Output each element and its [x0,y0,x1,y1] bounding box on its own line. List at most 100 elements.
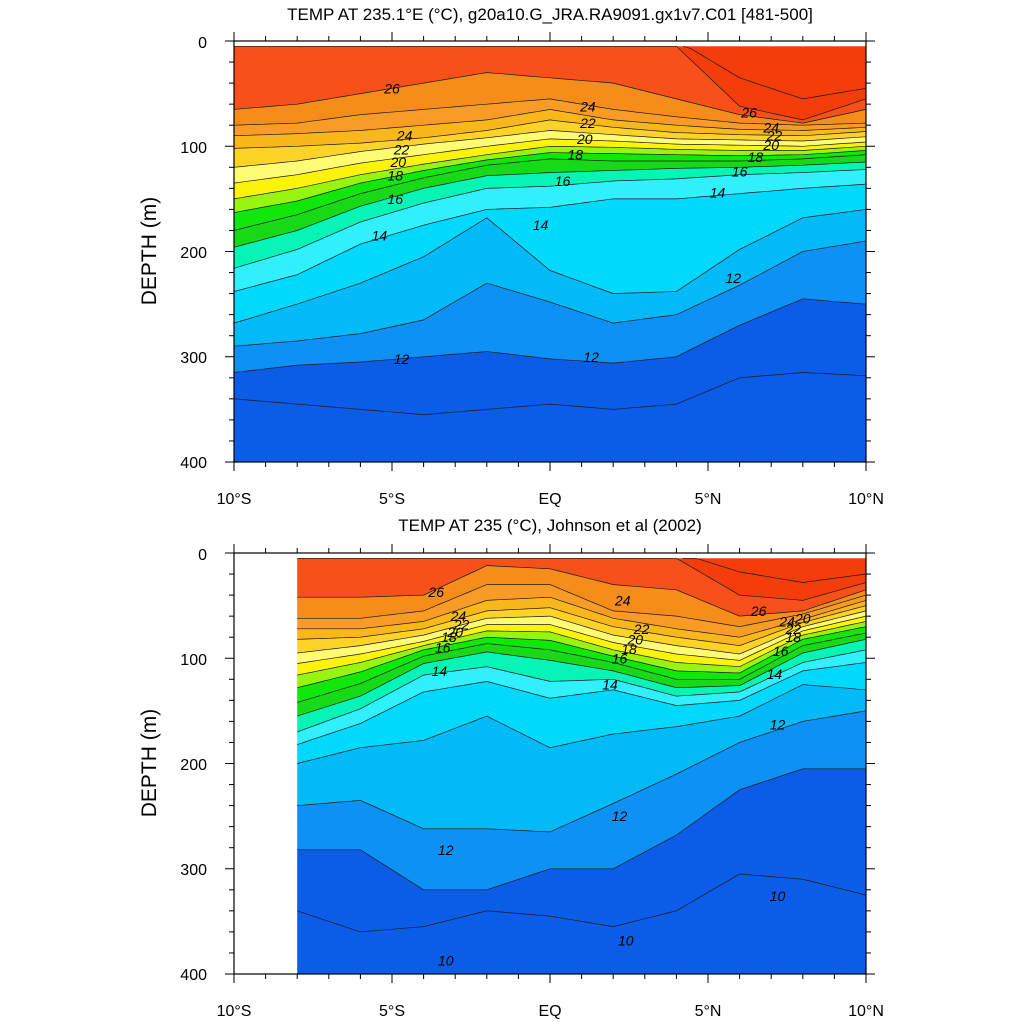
contour-label: 24 [762,119,779,135]
contour-label: 12 [770,717,786,733]
contour-label: 22 [579,115,596,131]
isotherm-line [233,240,867,347]
temperature-band [297,710,866,890]
isotherm-line [297,649,867,733]
isotherm-line [297,557,867,601]
isotherm-line [297,710,867,833]
x-tick-label: 5°N [695,491,722,508]
contour-labels: 2624222018161412102422201816141210262422… [427,584,810,968]
temperature-band [234,372,866,462]
isotherm-line [297,565,867,617]
isotherm-line [233,372,867,415]
x-tick-label: EQ [538,491,561,508]
y-tick-label: 100 [180,652,207,669]
contour-label: 14 [767,666,783,682]
contour-label: 14 [372,228,388,244]
contour-label: 10 [770,888,786,904]
panel-model: TEMP AT 235.1°E (°C), g20a10.G_JRA.RA909… [138,5,884,508]
isotherm-line [297,621,867,676]
contour-label: 20 [794,610,811,626]
contour-label: 18 [786,629,802,645]
y-tick-label: 400 [180,967,207,984]
isotherm-line [233,130,867,168]
y-tick-label: 200 [180,245,207,262]
y-axis-label: DEPTH (m) [138,197,161,306]
isotherm-line [297,605,867,646]
isotherm-line [233,161,867,248]
contour-label: 10 [438,952,454,968]
contour-label: 22 [766,128,783,144]
contour-label: 16 [732,164,748,180]
contour-label: 22 [785,621,802,637]
y-tick-label: 300 [180,350,207,367]
axis-ticks [225,544,875,983]
contour-label: 26 [427,584,444,600]
contour-label: 14 [533,217,549,233]
isotherm-line [233,119,867,149]
contour-plot [233,45,867,462]
temperature-band [297,558,866,601]
contour-labels: 2624222018161412242220181614122624222018… [372,80,783,366]
panel-title: TEMP AT 235 (°C), Johnson et al (2002) [398,516,702,535]
temperature-band [234,109,866,149]
temperature-band [234,146,866,213]
contour-label: 14 [602,677,618,693]
temperature-band [234,241,866,373]
contour-label: 16 [387,191,403,207]
isotherm-line [233,298,867,373]
isotherm-line [233,209,867,324]
contour-label: 26 [383,80,400,96]
panel-title: TEMP AT 235.1°E (°C), g20a10.G_JRA.RA909… [287,5,813,24]
contour-label: 22 [393,141,410,157]
temperature-band [234,98,866,136]
x-tick-label: 10°S [217,1003,252,1020]
y-tick-label: 300 [180,862,207,879]
x-tick-label: 10°N [848,1003,884,1020]
contour-label: 20 [390,154,407,170]
isotherm-line [682,557,867,583]
isotherm-line [683,45,867,100]
y-tick-label: 100 [180,140,207,157]
contour-label: 12 [726,270,742,286]
temperature-band [234,46,866,124]
contour-label: 12 [583,349,599,365]
isotherm-line [297,638,867,717]
contour-label: 24 [396,128,413,144]
isotherm-line [297,596,867,638]
temperature-band [297,558,866,583]
temperature-band [297,768,866,932]
isotherm-line [233,109,867,137]
x-tick-label: 10°N [848,491,884,508]
temperature-band [234,184,866,324]
isotherm-line [297,632,867,703]
isotherm-line [233,169,867,269]
isotherm-line [297,768,866,891]
temperature-band [297,633,866,717]
temperature-band [234,154,866,248]
isotherm-line [297,684,867,764]
temperature-band [297,621,866,688]
temperature-band [297,662,866,764]
contour-label: 16 [612,650,628,666]
temperature-band [234,298,866,415]
isotherm-line [297,610,867,655]
isotherm-line [234,45,867,121]
contour-label: 16 [435,640,451,656]
temperature-band [234,150,866,231]
contour-label: 20 [446,624,463,640]
temperature-band [297,616,866,676]
temperature-band [234,46,866,99]
contour-label: 14 [710,185,726,201]
contour-label: 22 [633,621,650,637]
x-tick-label: 5°S [379,1003,405,1020]
isotherm-line [297,615,867,664]
contour-label: 20 [576,131,593,147]
isotherm-line [233,72,867,124]
temperature-band [297,558,866,617]
contour-label: 18 [748,149,764,165]
x-tick-label: 5°N [695,1003,722,1020]
contour-label: 16 [773,643,789,659]
temperature-band [234,169,866,292]
contour-label: 18 [387,168,403,184]
